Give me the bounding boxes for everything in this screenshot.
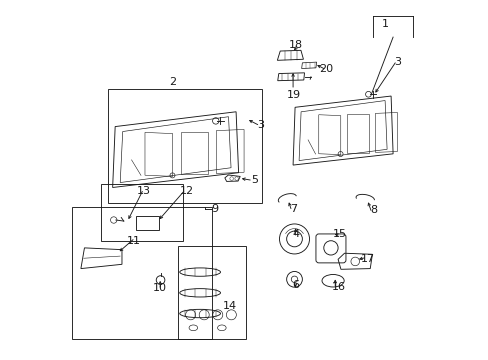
Text: 15: 15 bbox=[332, 229, 346, 239]
Text: 3: 3 bbox=[394, 57, 401, 67]
Text: 17: 17 bbox=[360, 253, 374, 264]
Text: 14: 14 bbox=[223, 301, 237, 311]
Bar bbox=[72, 207, 211, 339]
Text: 3: 3 bbox=[257, 120, 264, 130]
Text: 10: 10 bbox=[152, 283, 166, 293]
Text: 16: 16 bbox=[331, 282, 346, 292]
Bar bbox=[135, 216, 159, 230]
Text: 18: 18 bbox=[288, 40, 303, 50]
Text: 2: 2 bbox=[169, 77, 176, 87]
Bar bbox=[178, 246, 246, 339]
Text: 7: 7 bbox=[290, 203, 297, 213]
Text: 4: 4 bbox=[291, 229, 299, 239]
Bar bbox=[101, 184, 183, 241]
Text: 8: 8 bbox=[369, 205, 377, 215]
Text: 5: 5 bbox=[250, 175, 258, 185]
Bar bbox=[108, 89, 261, 203]
Text: 6: 6 bbox=[291, 280, 299, 290]
Text: 9: 9 bbox=[211, 204, 218, 214]
Text: 1: 1 bbox=[381, 18, 388, 28]
Text: 12: 12 bbox=[180, 186, 194, 197]
Text: 13: 13 bbox=[137, 186, 150, 197]
Text: 20: 20 bbox=[319, 64, 333, 73]
Text: 19: 19 bbox=[286, 90, 300, 100]
Text: 11: 11 bbox=[126, 236, 141, 246]
